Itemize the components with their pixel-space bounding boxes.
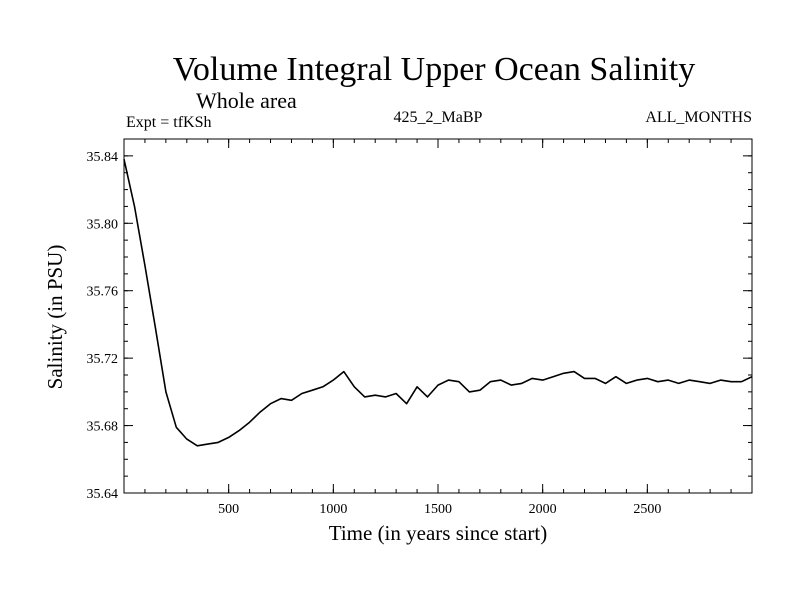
series-line-salinity (123, 159, 753, 447)
y-tick-label: 35.80 (87, 217, 119, 232)
y-tick-label: 35.68 (87, 420, 119, 435)
plot-area: 500 1000 1500 2000 2500 35.64 35.68 35.72 35.76 3… (87, 138, 753, 517)
x-axis-label: Time (in years since start) (329, 521, 548, 545)
x-tick-label: 2000 (529, 502, 557, 517)
y-tick-label: 35.72 (87, 352, 119, 367)
expt-label: Expt = tfKSh (126, 114, 211, 131)
months-label: ALL_MONTHS (645, 109, 752, 126)
chart-title: Volume Integral Upper Ocean Salinity (173, 51, 695, 88)
x-tick-label: 1500 (424, 502, 452, 517)
plot-frame (123, 138, 753, 494)
y-tick-label: 35.76 (87, 285, 119, 300)
y-axis-label: Salinity (in PSU) (43, 245, 67, 390)
x-tick-label: 2500 (633, 502, 661, 517)
x-tick-label: 500 (218, 502, 239, 517)
chart-subtitle: Whole area (196, 88, 297, 113)
run-label: 425_2_MaBP (394, 109, 483, 126)
y-tick-label: 35.84 (87, 150, 119, 165)
y-tick-label: 35.64 (87, 487, 119, 502)
x-tick-label: 1000 (319, 502, 347, 517)
